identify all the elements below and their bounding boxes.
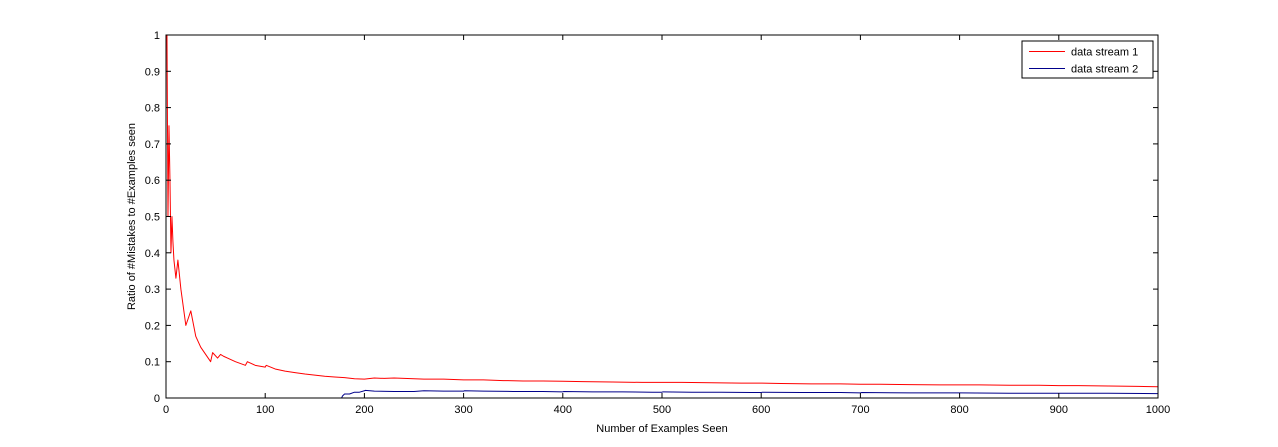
y-tick-label: 1 xyxy=(154,30,160,42)
y-tick-label: 0 xyxy=(154,393,160,405)
y-tick-label: 0.2 xyxy=(145,320,160,332)
y-tick-label: 0.7 xyxy=(145,139,160,151)
y-tick-label: 0.6 xyxy=(145,175,160,187)
y-tick-label: 0.3 xyxy=(145,284,160,296)
axis-ticks-group: 0 100 200 300 400 500 600 700 800 900 1000 0 0.1 0.2 0… xyxy=(145,30,1171,416)
legend-label-stream-2: data stream 2 xyxy=(1071,64,1138,76)
series-line-stream-2 xyxy=(166,389,1159,399)
x-tick-label: 400 xyxy=(554,404,572,416)
x-axis-label: Number of Examples Seen xyxy=(596,423,727,435)
y-tick-label: 0.1 xyxy=(145,357,160,369)
x-tick-label: 600 xyxy=(752,404,770,416)
x-tick-label: 1000 xyxy=(1146,404,1170,416)
x-tick-label: 200 xyxy=(355,404,373,416)
x-tick-label: 100 xyxy=(256,404,274,416)
series-line-stream-1 xyxy=(166,34,1159,388)
legend-label-stream-1: data stream 1 xyxy=(1071,47,1138,59)
y-tick-label: 0.4 xyxy=(145,248,160,260)
plot-series-group xyxy=(166,34,1159,399)
x-tick-label: 800 xyxy=(950,404,968,416)
legend-box xyxy=(1021,40,1154,79)
legend: data stream 1 data stream 2 xyxy=(1021,40,1154,79)
y-tick-label: 0.5 xyxy=(145,212,160,224)
x-tick-label: 300 xyxy=(454,404,472,416)
y-tick-label: 0.8 xyxy=(145,103,160,115)
y-tick-label: 0.9 xyxy=(145,66,160,78)
x-tick-label: 0 xyxy=(163,404,169,416)
x-tick-label: 900 xyxy=(1050,404,1068,416)
x-tick-label: 500 xyxy=(653,404,671,416)
y-axis-label: Ratio of #Mistakes to #Examples seen xyxy=(126,123,138,310)
x-tick-label: 700 xyxy=(851,404,869,416)
